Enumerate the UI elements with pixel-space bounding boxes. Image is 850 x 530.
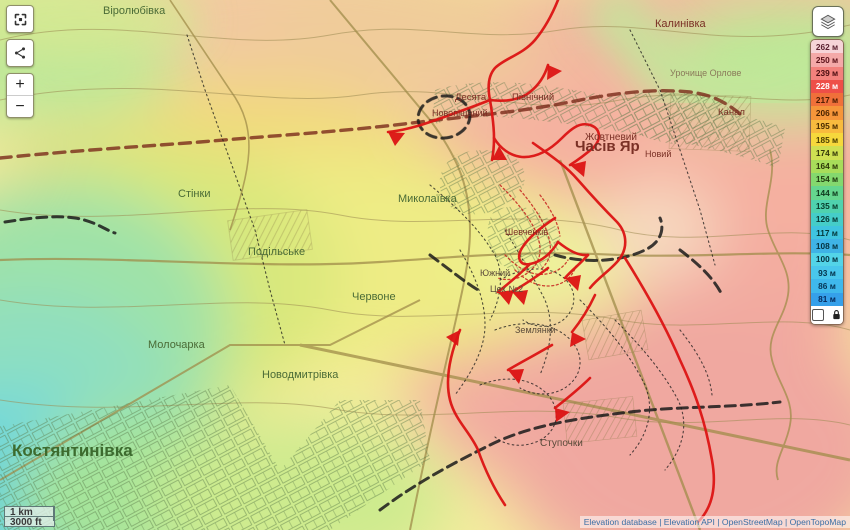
svg-text:Новодмитрівка: Новодмитрівка — [262, 369, 339, 381]
svg-text:Канал: Канал — [718, 107, 745, 118]
svg-text:Віролюбівка: Віролюбівка — [103, 5, 166, 17]
svg-text:Миколаївка: Миколаївка — [398, 193, 458, 205]
svg-text:Костянтинівка: Костянтинівка — [12, 441, 133, 460]
svg-text:Стінки: Стінки — [178, 188, 210, 200]
svg-text:Урочище Орлове: Урочище Орлове — [670, 68, 741, 78]
svg-text:Подільське: Подільське — [248, 246, 305, 258]
svg-text:Южний: Южний — [480, 268, 510, 278]
svg-text:Ступочки: Ступочки — [540, 438, 583, 449]
svg-text:Новий: Новий — [645, 149, 671, 159]
svg-text:Калинівка: Калинівка — [655, 18, 707, 30]
svg-text:Шевченків: Шевченків — [505, 227, 548, 237]
svg-text:Цех №2: Цех №2 — [490, 284, 523, 294]
svg-text:Молочарка: Молочарка — [148, 339, 206, 351]
svg-text:Північний: Північний — [512, 92, 554, 103]
svg-text:Часів Яр: Часів Яр — [575, 138, 640, 155]
svg-text:Землянки: Землянки — [515, 325, 556, 335]
svg-text:Десята: Десята — [455, 92, 487, 103]
svg-text:Новопіщаний: Новопіщаний — [432, 108, 488, 118]
svg-text:Червоне: Червоне — [352, 291, 396, 303]
